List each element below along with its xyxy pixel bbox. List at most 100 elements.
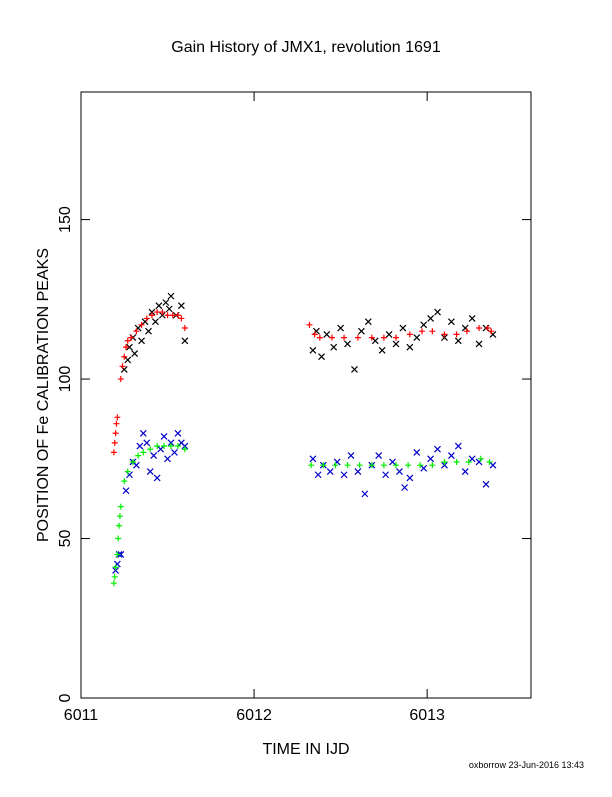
marker [429, 328, 436, 335]
marker [309, 455, 317, 463]
marker [174, 312, 181, 319]
marker [112, 430, 119, 437]
marker [126, 343, 133, 351]
marker [143, 439, 151, 447]
marker [122, 487, 130, 495]
marker [116, 522, 123, 529]
marker [162, 299, 170, 306]
marker [138, 321, 145, 328]
marker [368, 462, 375, 469]
marker [441, 331, 448, 338]
marker [447, 318, 455, 326]
marker [136, 442, 144, 450]
marker [463, 328, 470, 335]
marker [140, 449, 147, 456]
marker [114, 414, 121, 421]
marker [380, 462, 387, 469]
marker [477, 455, 484, 462]
marker [124, 468, 131, 475]
marker [489, 461, 497, 469]
marker [427, 455, 435, 463]
marker [392, 340, 400, 348]
marker [181, 325, 188, 332]
marker [133, 328, 140, 335]
marker [181, 337, 189, 345]
marker [121, 353, 128, 360]
marker [306, 321, 313, 328]
marker [357, 327, 365, 335]
marker [337, 324, 345, 332]
marker [111, 573, 118, 580]
marker [161, 443, 168, 450]
marker [434, 308, 441, 316]
marker [154, 309, 161, 316]
marker [178, 315, 185, 322]
marker [181, 446, 188, 453]
marker [468, 315, 476, 322]
marker [486, 458, 493, 465]
marker [124, 337, 131, 344]
marker [326, 468, 334, 475]
marker [461, 468, 469, 475]
marker [129, 458, 136, 465]
marker [454, 442, 462, 450]
marker [406, 474, 414, 482]
marker [123, 344, 129, 351]
marker [356, 462, 363, 469]
marker [396, 468, 403, 475]
marker [341, 334, 348, 341]
marker [111, 439, 118, 446]
marker [475, 340, 483, 348]
chart-title: Gain History of JMX1, revolution 1691 [171, 39, 441, 56]
marker [351, 366, 358, 373]
marker [114, 551, 121, 558]
marker [441, 461, 448, 469]
marker [371, 337, 379, 345]
marker [405, 462, 412, 469]
marker [420, 464, 428, 472]
marker [143, 315, 150, 322]
marker [427, 315, 435, 322]
marker [434, 445, 441, 453]
marker [417, 462, 424, 469]
marker [368, 334, 375, 341]
marker [119, 363, 126, 370]
marker [401, 484, 409, 491]
marker [148, 308, 156, 316]
marker [309, 346, 317, 354]
marker [148, 312, 155, 319]
plot-frame [80, 91, 532, 699]
marker [139, 429, 147, 437]
marker [154, 443, 161, 450]
marker [453, 458, 460, 465]
marker [112, 564, 119, 571]
marker [116, 513, 123, 520]
marker [308, 462, 315, 469]
marker [447, 452, 455, 460]
marker [131, 350, 139, 357]
marker [320, 462, 327, 469]
marker [146, 468, 154, 475]
marker [418, 328, 425, 335]
y-tick-label: 100 [57, 366, 74, 393]
marker [132, 461, 140, 469]
marker [171, 448, 178, 456]
marker [124, 356, 132, 364]
marker [128, 334, 135, 341]
marker [344, 340, 351, 348]
marker [354, 468, 362, 475]
marker [454, 337, 462, 345]
y-tick-label: 50 [57, 530, 74, 548]
marker [110, 449, 117, 456]
marker [316, 334, 323, 341]
marker [441, 458, 448, 465]
marker [164, 312, 171, 319]
marker [380, 334, 387, 341]
marker [364, 318, 372, 326]
marker [174, 429, 182, 437]
marker [165, 305, 173, 313]
marker [476, 325, 483, 332]
marker [145, 327, 152, 335]
marker [167, 292, 175, 300]
